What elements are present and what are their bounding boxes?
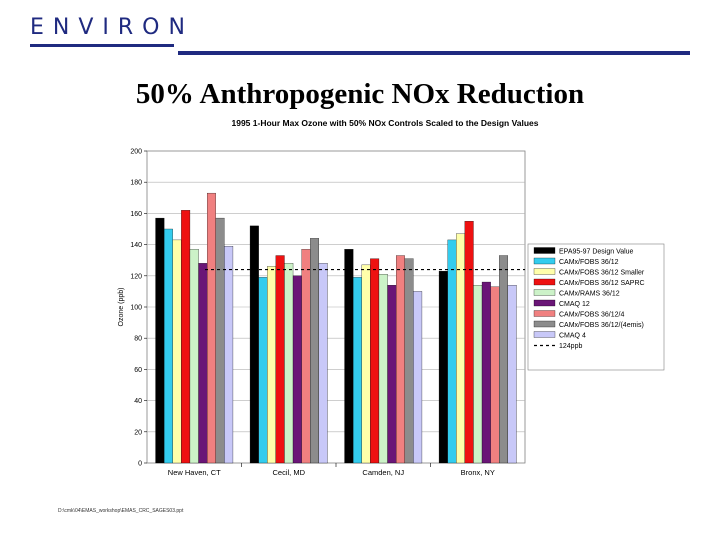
bar [181, 210, 191, 464]
bar [481, 281, 491, 464]
bar [507, 285, 517, 464]
bar [464, 221, 474, 464]
y-tick-label: 60 [134, 367, 142, 374]
y-tick-label: 160 [130, 211, 142, 218]
y-tick-label: 100 [130, 305, 142, 312]
y-tick-label: 140 [130, 242, 142, 249]
legend-label: CAMx/FOBS 36/12/(4emis) [559, 322, 644, 329]
bar [275, 255, 285, 464]
y-tick-label: 0 [138, 461, 142, 468]
legend-label: 124ppb [559, 343, 582, 350]
bar [224, 246, 234, 464]
y-tick-label: 20 [134, 429, 142, 436]
bar [258, 277, 268, 464]
bar [352, 277, 362, 464]
legend-label: CMAQ 12 [559, 301, 590, 308]
legend-swatch [533, 310, 556, 317]
bar [490, 286, 500, 464]
y-tick-label: 80 [134, 336, 142, 343]
bar [267, 266, 277, 464]
bar [370, 258, 380, 464]
bar [155, 217, 165, 464]
legend-swatch [533, 268, 556, 275]
bar [456, 233, 466, 464]
bar [438, 270, 448, 464]
y-tick-label: 180 [130, 180, 142, 187]
x-tick-label: New Haven, CT [168, 468, 221, 477]
legend-swatch [533, 289, 556, 296]
legend-label: CMAQ 4 [559, 333, 586, 340]
bar [284, 263, 294, 464]
logo-underline [30, 44, 174, 47]
legend-label: CAMx/RAMS 36/12 [559, 291, 620, 298]
legend-box [527, 243, 665, 371]
x-tick-label: Bronx, NY [461, 468, 495, 477]
legend-label: CAMx/FOBS 36/12/4 [559, 312, 624, 319]
legend-swatch [533, 320, 556, 328]
legend-swatch [533, 247, 556, 254]
x-tick-label: Cecil, MD [272, 468, 305, 477]
bar [413, 291, 423, 464]
bar [292, 275, 302, 464]
bar [378, 274, 388, 464]
bar [473, 285, 483, 464]
bar [189, 249, 199, 464]
bar [198, 263, 208, 464]
bar [310, 238, 320, 464]
bar [215, 217, 225, 464]
legend-swatch [533, 278, 556, 286]
legend-swatch [533, 331, 556, 338]
bar [395, 255, 405, 464]
bar [206, 192, 216, 464]
logo-text: ENVIRON [30, 15, 194, 40]
chart-title: 1995 1-Hour Max Ozone with 50% NOx Contr… [231, 118, 538, 128]
y-axis-label: Ozone (ppb) [118, 288, 125, 327]
bar [344, 249, 354, 464]
legend-label: CAMx/FOBS 36/12 Smaller [559, 270, 645, 277]
y-tick-label: 40 [134, 398, 142, 405]
bar [361, 264, 371, 464]
bar [318, 263, 328, 464]
footer-file-path: D:\cmk\04\EMAS_workshop\EMAS_CRC_SAGES03… [58, 508, 184, 514]
x-tick-label: Camden, NJ [362, 468, 404, 477]
legend-swatch [533, 299, 556, 307]
y-tick-label: 200 [130, 149, 142, 156]
bar [163, 228, 173, 464]
header-rule [178, 51, 690, 55]
y-tick-label: 120 [130, 273, 142, 280]
bar [172, 239, 182, 464]
bar [447, 239, 457, 464]
legend-label: EPA95-97 Design Value [559, 249, 634, 256]
environ-logo: ENVIRON [30, 14, 185, 47]
slide-title: 50% Anthropogenic NOx Reduction [135, 78, 585, 110]
bar [301, 249, 311, 464]
legend-label: CAMx/FOBS 36/12 SAPRC [559, 280, 645, 287]
legend-label: CAMx/FOBS 36/12 [559, 259, 619, 266]
bar [387, 285, 397, 464]
bar [404, 258, 414, 464]
bar [499, 255, 509, 464]
legend-swatch [533, 257, 556, 265]
bar [249, 225, 259, 464]
